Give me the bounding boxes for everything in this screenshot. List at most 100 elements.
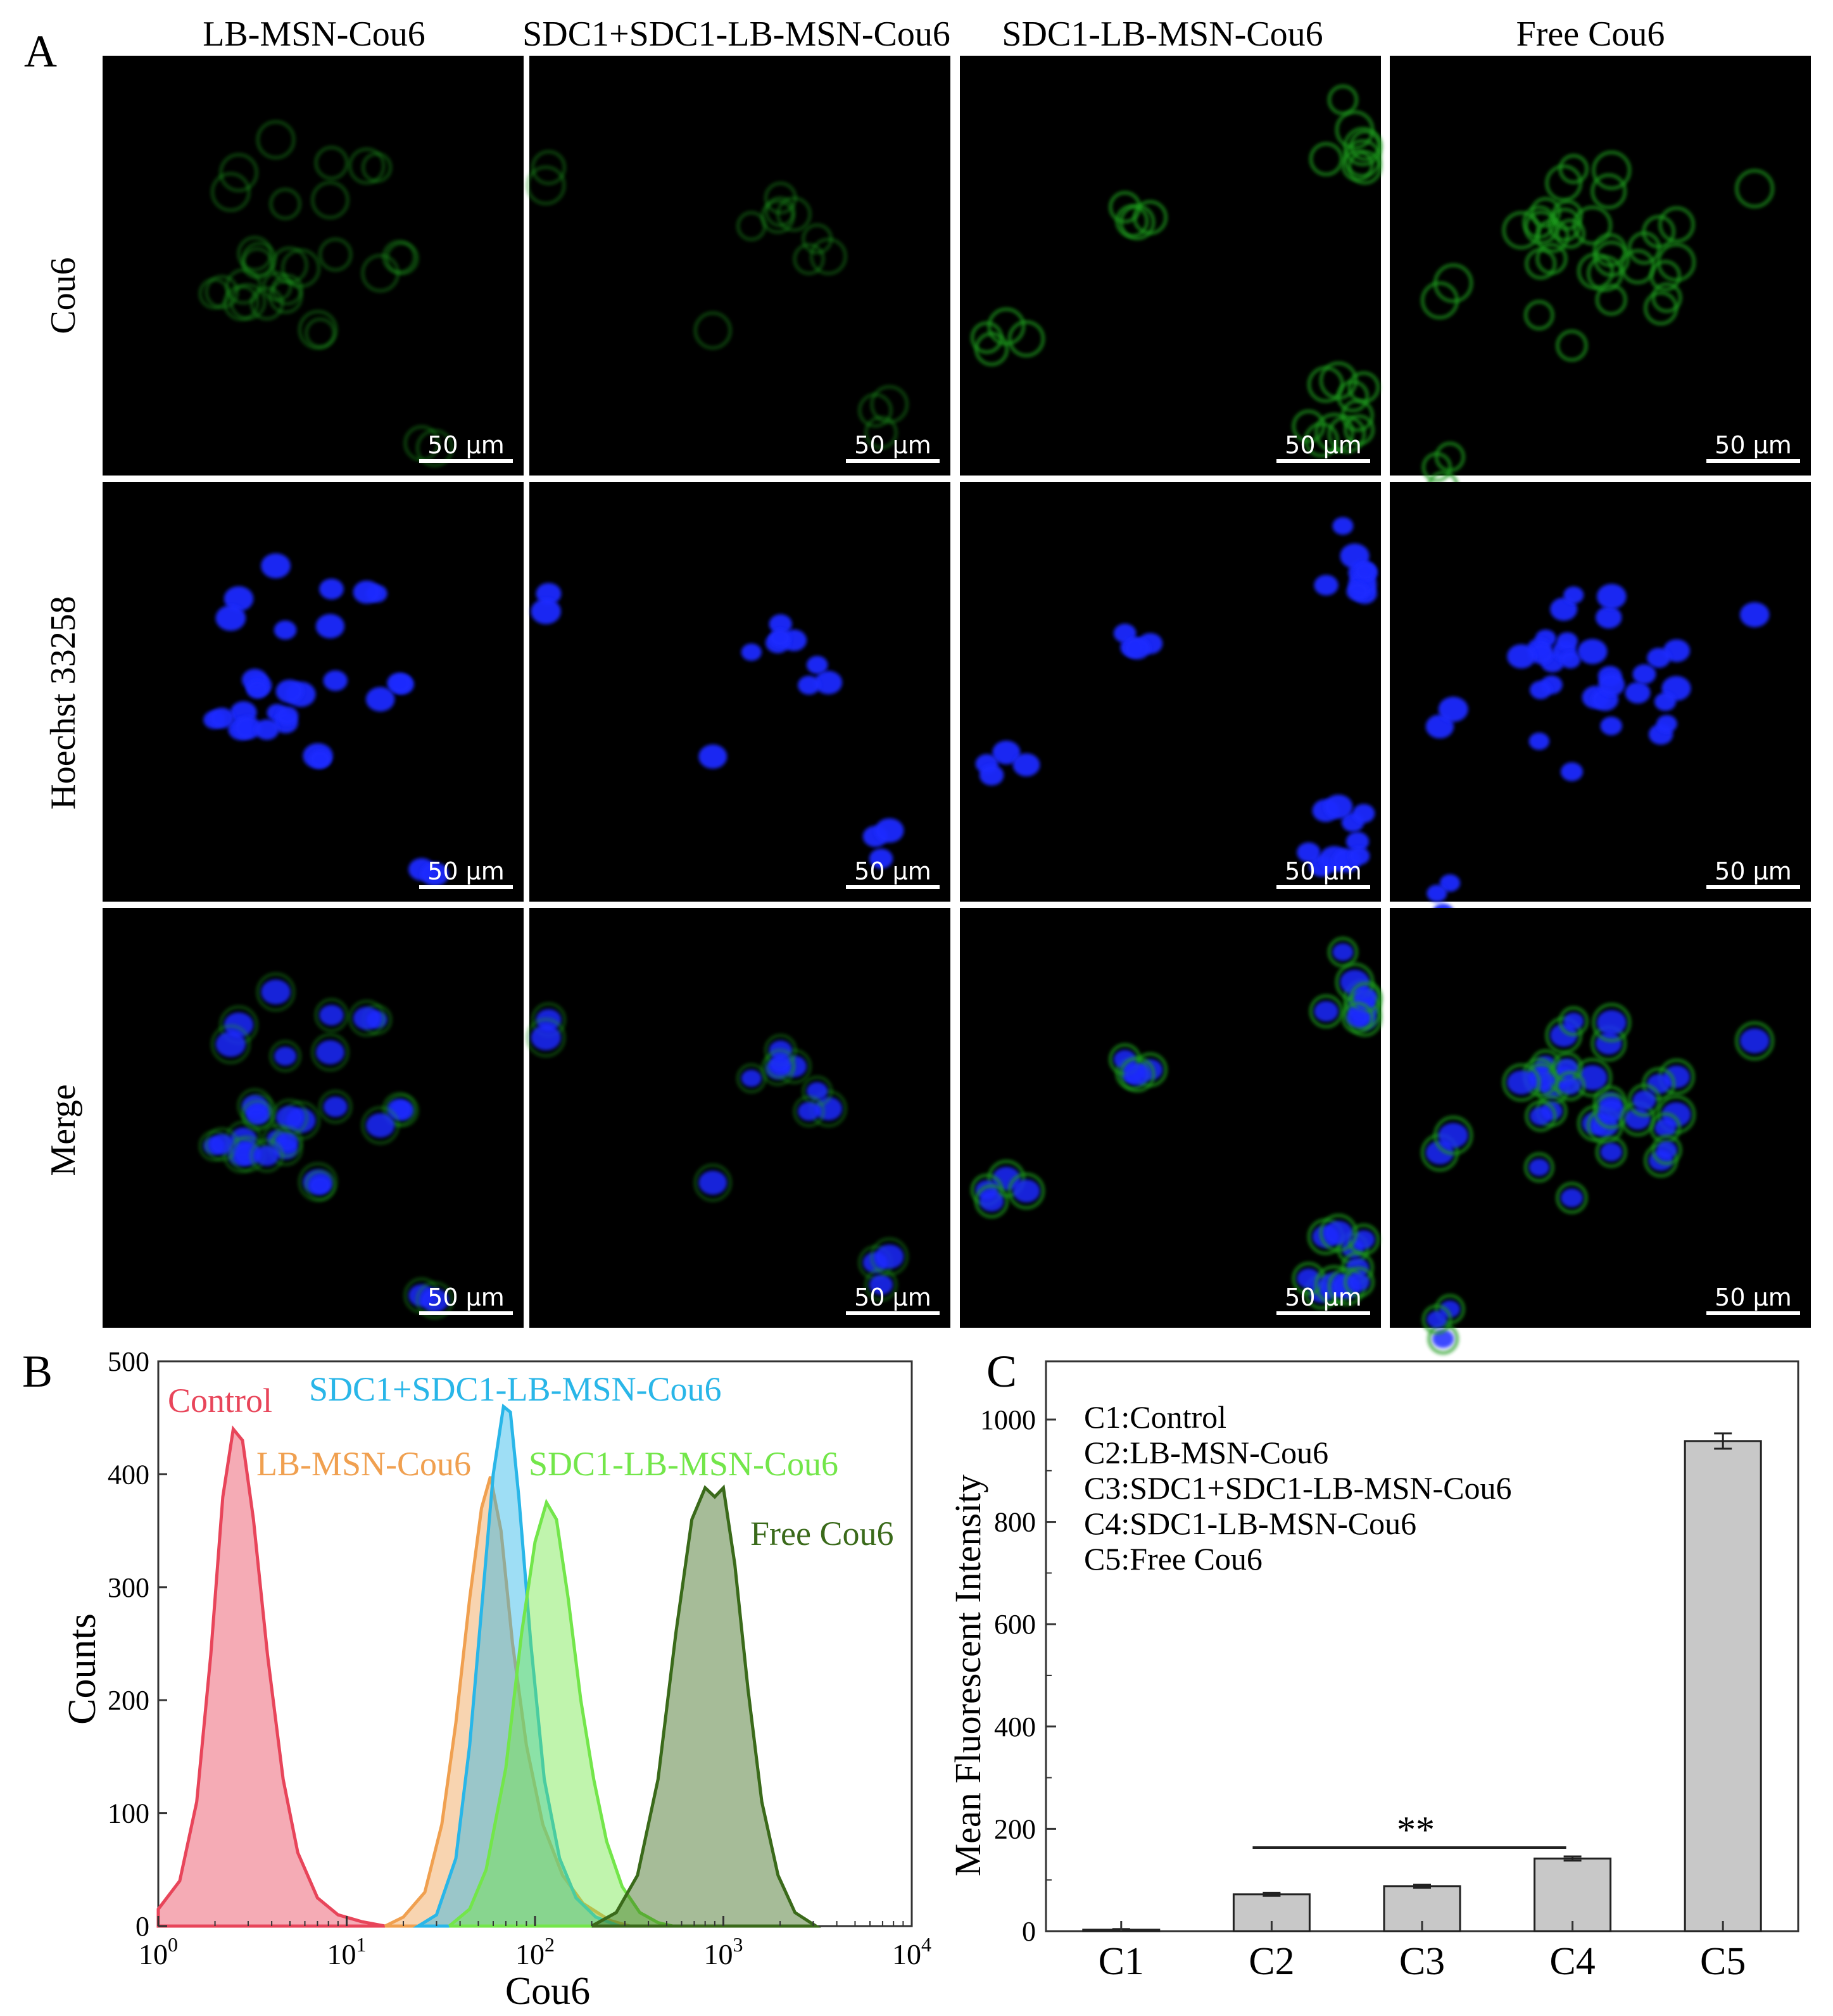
cell-nucleus — [1560, 651, 1581, 669]
cell-nucleus — [1297, 842, 1321, 862]
cell-membrane — [1593, 1093, 1630, 1130]
cell-nucleus — [246, 1106, 268, 1125]
cell-membrane — [870, 1237, 909, 1276]
cell-membrane — [249, 286, 284, 320]
micro-tile-r3-c2: 50 μm — [526, 908, 950, 1328]
cell-nucleus — [224, 586, 254, 612]
cell-nucleus — [1556, 632, 1578, 650]
cell-nucleus — [275, 1106, 304, 1130]
row-title-1: Cou6 — [44, 257, 83, 334]
cell-nucleus — [1528, 732, 1550, 750]
cell-nucleus — [874, 1244, 904, 1269]
cell-nucleus — [1012, 753, 1040, 777]
cell-membrane — [219, 153, 258, 192]
microscopy-column-titles: LB-MSN-Cou6 SDC1+SDC1-LB-MSN-Cou6 SDC1-L… — [203, 15, 1665, 54]
micro-tile-r2-c3: 50 μm — [960, 482, 1381, 902]
cell-membrane — [736, 211, 767, 241]
cell-nucleus — [215, 1031, 246, 1057]
cell-membrane — [1620, 249, 1656, 284]
cell-membrane — [311, 1033, 350, 1072]
cell-nucleus — [387, 1099, 412, 1120]
cell-nucleus — [1739, 1028, 1770, 1054]
cell-nucleus — [1439, 874, 1461, 892]
cell-nucleus — [1324, 1220, 1353, 1245]
cell-membrane — [1555, 1071, 1585, 1101]
cell-nucleus — [798, 676, 821, 695]
x-tick-label: 103 — [704, 1933, 743, 1970]
cell-membrane — [1558, 1006, 1589, 1036]
cell-membrane — [1530, 197, 1561, 228]
cell-nucleus — [814, 671, 843, 695]
series-area-2 — [384, 1476, 631, 1928]
cell-nucleus — [1352, 1230, 1375, 1249]
cell-nucleus — [1560, 762, 1584, 781]
cell-nucleus — [1427, 1311, 1447, 1328]
cell-nucleus — [420, 862, 449, 886]
cell-nucleus — [806, 1081, 828, 1100]
cell-nucleus — [215, 605, 246, 631]
cell-nucleus — [1560, 1077, 1581, 1095]
micro-tile-r1-c2: 50 μm — [526, 56, 950, 476]
cell-membrane — [764, 196, 796, 227]
cell-nucleus — [353, 580, 381, 604]
cell-membrane — [269, 1040, 301, 1073]
bar-C4 — [1534, 1857, 1612, 1932]
cell-nucleus — [874, 818, 904, 843]
cell-nucleus — [1314, 1000, 1339, 1022]
cell-membrane — [1327, 936, 1358, 967]
micro-image — [960, 482, 1381, 902]
cell-nucleus — [1346, 582, 1369, 602]
cell-nucleus — [210, 707, 234, 729]
cell-membrane — [229, 283, 267, 320]
cell-nucleus — [224, 1012, 254, 1038]
y-tick-label: 400 — [108, 1459, 149, 1490]
column-title-3: SDC1-LB-MSN-Cou6 — [1002, 15, 1323, 54]
cell-membrane — [241, 247, 274, 279]
cell-membrane — [1502, 1063, 1540, 1102]
cell-membrane — [809, 237, 847, 275]
cell-membrane — [415, 429, 454, 467]
cell-membrane — [974, 332, 1009, 366]
scale-bar-label: 50 μm — [427, 431, 505, 459]
cell-membrane — [802, 1075, 833, 1107]
cell-nucleus — [275, 679, 304, 703]
legend-line-3: C3:SDC1+SDC1-LB-MSN-Cou6 — [1084, 1470, 1512, 1506]
cell-nucleus — [1656, 1141, 1677, 1159]
cell-membrane — [311, 180, 350, 220]
cell-nucleus — [1340, 543, 1370, 569]
cell-membrane — [1592, 1003, 1632, 1042]
cell-nucleus — [1314, 574, 1339, 596]
x-tick-label: 101 — [327, 1933, 367, 1970]
cell-nucleus — [1507, 1070, 1536, 1095]
cell-nucleus — [1656, 715, 1677, 733]
cell-membrane — [1349, 130, 1381, 161]
y-tick-label: 1000 — [980, 1404, 1036, 1435]
legend-line-4: C4:SDC1-LB-MSN-Cou6 — [1084, 1506, 1416, 1541]
cell-nucleus — [741, 643, 762, 661]
cell-nucleus — [234, 716, 261, 740]
y-axis-label: Mean Fluorescent Intensity — [947, 1475, 988, 1877]
cell-membrane — [1525, 1100, 1556, 1132]
x-tick-label: 100 — [139, 1933, 178, 1970]
cell-membrane — [305, 1169, 336, 1201]
cell-membrane — [314, 998, 349, 1033]
cell-membrane — [1319, 1214, 1357, 1252]
cell-nucleus — [1507, 644, 1536, 669]
cell-membrane — [211, 1024, 251, 1064]
cell-membrane — [1119, 1056, 1156, 1093]
cell-nucleus — [319, 578, 344, 600]
cell-membrane — [205, 1127, 239, 1161]
cell-nucleus — [1349, 1273, 1370, 1292]
scale-bar-label: 50 μm — [1715, 431, 1792, 459]
cell-nucleus — [1596, 606, 1622, 629]
cell-nucleus — [365, 1113, 395, 1138]
cell-membrane — [1335, 110, 1375, 149]
cell-nucleus — [1297, 1268, 1321, 1288]
row-title-2: Hoechst 33258 — [44, 596, 83, 810]
cell-nucleus — [1647, 1074, 1671, 1094]
cell-membrane — [249, 1138, 284, 1173]
cell-membrane — [1552, 199, 1583, 230]
cell-nucleus — [1632, 1090, 1656, 1111]
